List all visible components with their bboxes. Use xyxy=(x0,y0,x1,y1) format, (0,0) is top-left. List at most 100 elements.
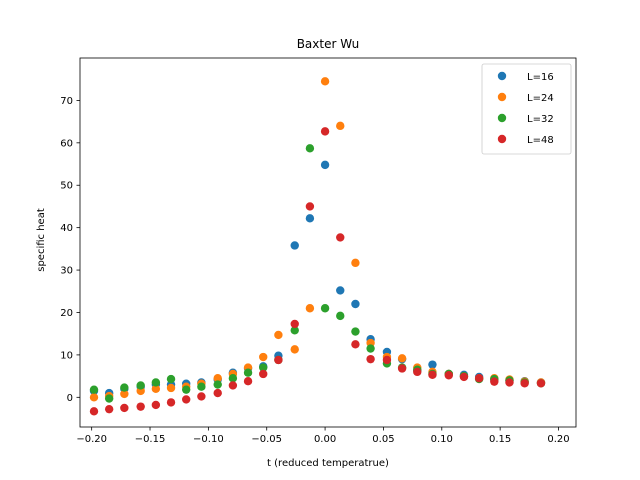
data-point xyxy=(505,378,514,387)
data-point xyxy=(197,382,206,391)
y-tick-label: 70 xyxy=(60,96,73,107)
legend-marker xyxy=(497,71,507,81)
data-point xyxy=(151,400,161,410)
data-point xyxy=(151,384,161,394)
legend-marker xyxy=(497,92,507,102)
y-tick-label: 20 xyxy=(60,308,73,319)
x-tick-label: 0.05 xyxy=(372,434,394,445)
x-axis-label: t (reduced temperatrue) xyxy=(267,458,389,469)
data-point xyxy=(274,355,283,365)
data-point xyxy=(459,372,469,382)
data-point xyxy=(89,385,99,394)
data-point xyxy=(290,241,299,250)
data-point xyxy=(320,77,330,86)
data-point xyxy=(259,352,268,362)
data-point xyxy=(120,389,129,399)
data-point xyxy=(136,402,145,411)
data-point xyxy=(444,371,453,380)
legend-box xyxy=(481,63,572,155)
data-point xyxy=(151,378,161,387)
data-point xyxy=(104,404,114,414)
data-point xyxy=(290,326,299,335)
axes-frame xyxy=(79,57,577,428)
data-point xyxy=(136,381,145,390)
data-point xyxy=(413,367,422,377)
data-point xyxy=(243,376,253,386)
data-point xyxy=(228,374,238,383)
data-point xyxy=(213,380,222,389)
data-point xyxy=(351,340,360,349)
data-point xyxy=(520,379,529,388)
data-point xyxy=(182,395,191,404)
data-point xyxy=(320,304,330,313)
data-point xyxy=(305,202,315,211)
chart-title: Baxter Wu xyxy=(297,37,360,51)
data-point xyxy=(228,381,238,390)
data-point xyxy=(351,299,360,309)
plot-area: −0.20 −0.15 −0.10 −0.05 0.00 0.05 0.10 0.15 0.20… xyxy=(60,57,577,445)
data-point xyxy=(428,360,437,369)
data-point xyxy=(320,127,330,136)
x-tick-label: 0.10 xyxy=(431,434,453,445)
data-point xyxy=(166,398,176,407)
y-tick-label: 10 xyxy=(60,350,73,361)
data-point xyxy=(305,304,315,313)
data-point xyxy=(336,233,345,242)
data-point xyxy=(274,330,283,340)
series-l-48 xyxy=(89,127,546,416)
data-point xyxy=(89,393,99,402)
y-tick-label: 50 xyxy=(60,181,73,192)
legend-label: L=32 xyxy=(527,114,554,125)
data-point xyxy=(351,327,360,336)
data-point xyxy=(536,379,546,388)
data-point xyxy=(182,385,191,394)
data-point xyxy=(305,214,315,223)
data-point xyxy=(213,374,222,383)
y-tick-label: 0 xyxy=(67,393,73,404)
y-tick-label: 60 xyxy=(60,138,73,149)
data-point xyxy=(166,374,176,384)
data-point xyxy=(104,394,114,403)
data-point xyxy=(382,355,392,365)
data-point xyxy=(290,319,299,329)
data-point xyxy=(120,403,129,413)
y-tick-label: 40 xyxy=(60,223,73,234)
data-point xyxy=(490,377,499,386)
data-point xyxy=(320,160,330,170)
data-point xyxy=(351,258,360,268)
data-point xyxy=(366,354,375,364)
x-tick-label: 0.00 xyxy=(314,434,336,445)
x-tick-label: 0.15 xyxy=(489,434,511,445)
data-point xyxy=(259,369,268,379)
data-point xyxy=(243,368,253,377)
data-point xyxy=(290,345,299,354)
data-point xyxy=(336,121,345,131)
x-tick-label: −0.15 xyxy=(135,434,166,445)
legend: L=16 L=24 L=32 L=48 xyxy=(481,63,572,155)
data-point xyxy=(428,370,437,380)
x-tick-label: −0.05 xyxy=(251,434,282,445)
data-point xyxy=(397,354,407,363)
legend-label: L=16 xyxy=(527,72,554,83)
x-tick-label: 0.20 xyxy=(547,434,569,445)
data-point xyxy=(120,383,129,392)
legend-label: L=24 xyxy=(527,93,554,104)
data-point xyxy=(89,407,99,416)
legend-label: L=48 xyxy=(527,135,554,146)
data-point xyxy=(197,392,206,401)
data-point xyxy=(366,344,375,353)
data-point xyxy=(336,286,345,295)
x-tick-label: −0.20 xyxy=(76,434,107,445)
data-point xyxy=(166,383,176,393)
legend-marker xyxy=(497,134,507,144)
data-point xyxy=(397,364,407,373)
data-point xyxy=(259,363,268,372)
data-point xyxy=(336,311,345,321)
x-tick-label: −0.10 xyxy=(193,434,224,445)
data-point xyxy=(474,374,484,383)
y-tick-label: 30 xyxy=(60,266,73,277)
data-point xyxy=(213,388,222,398)
data-point xyxy=(305,144,315,153)
y-axis-label: specific heat xyxy=(36,208,47,272)
